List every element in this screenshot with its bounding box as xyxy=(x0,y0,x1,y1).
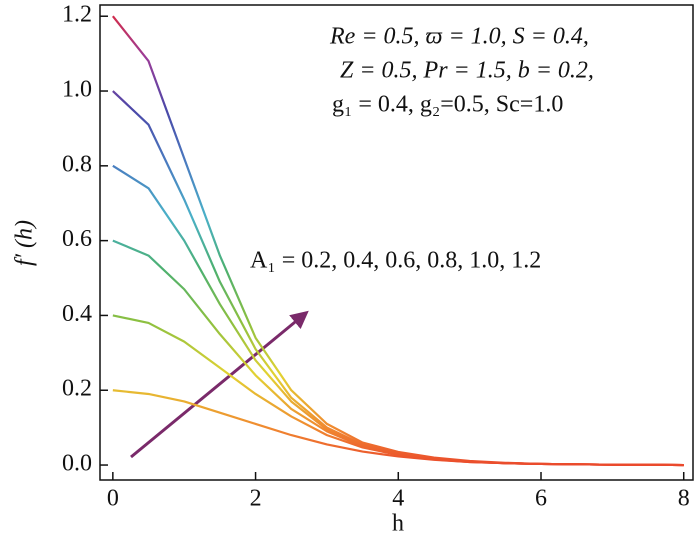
x-tick-label: 2 xyxy=(250,486,262,512)
y-tick-label: 1.0 xyxy=(62,77,92,103)
y-tick-label: 0.4 xyxy=(62,301,92,327)
annotation: Re = 0.5, ϖ = 1.0, S = 0.4, xyxy=(329,24,589,50)
plot-frame xyxy=(99,4,694,481)
arrow xyxy=(130,310,309,459)
curve xyxy=(112,164,684,467)
curve xyxy=(112,90,684,467)
x-tick-label: 0 xyxy=(107,486,119,512)
y-tick-label: 1.2 xyxy=(62,2,92,28)
annotation: g₁ = 0.4, g₂=0.5, Sc=1.0 xyxy=(332,92,563,118)
curve xyxy=(111,15,684,467)
y-tick-label: 0.8 xyxy=(62,151,92,177)
y-tick-label: 0.2 xyxy=(62,376,92,402)
curve xyxy=(112,314,684,467)
y-tick-label: 0.0 xyxy=(62,451,92,477)
x-tick-label: 4 xyxy=(392,486,404,512)
x-tick-label: 6 xyxy=(535,486,547,512)
x-tick-label: 8 xyxy=(678,486,690,512)
annotation: Z = 0.5, Pr = 1.5, b = 0.2, xyxy=(340,58,594,84)
annotation: A₁ = 0.2, 0.4, 0.6, 0.8, 1.0, 1.2 xyxy=(250,248,541,274)
x-axis-label: h xyxy=(392,511,404,537)
y-axis-label: f′ (h) xyxy=(12,220,38,266)
y-tick-label: 0.6 xyxy=(62,226,92,252)
